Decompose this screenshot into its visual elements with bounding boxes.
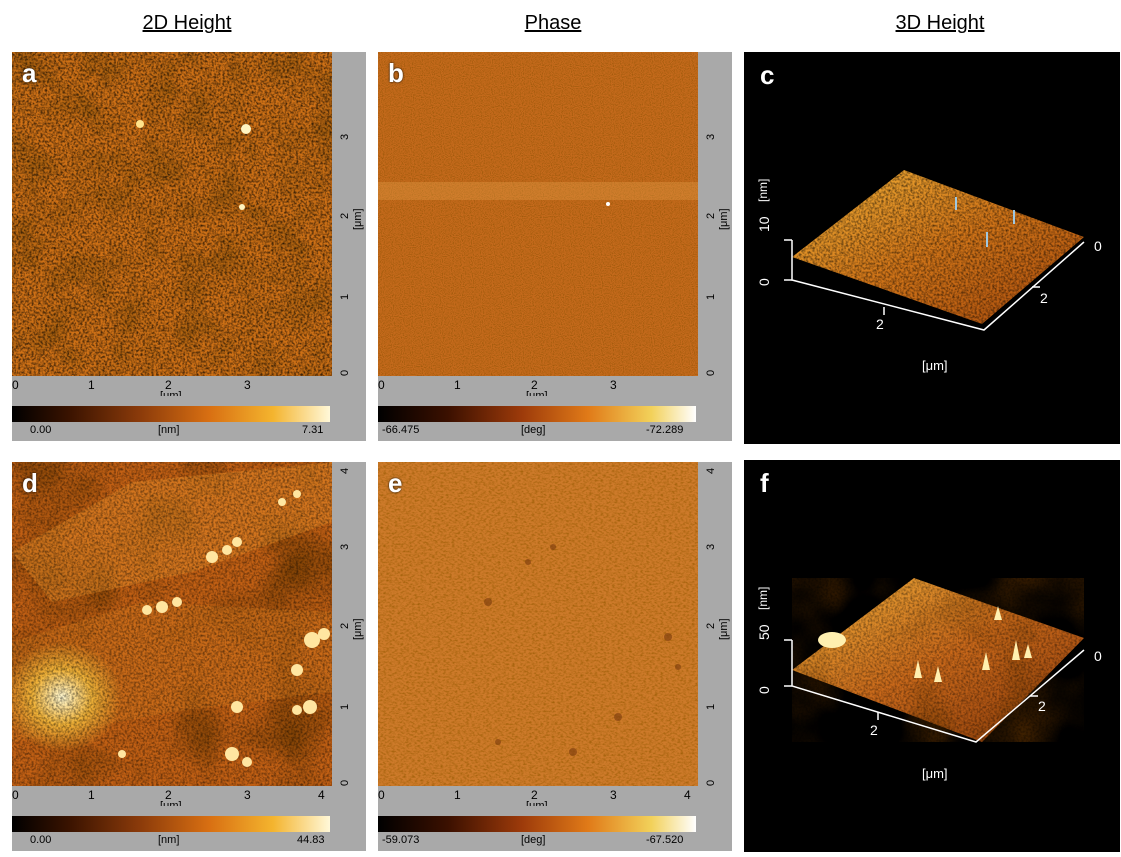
x-tick-b-2: 2	[531, 378, 538, 392]
x-tick-a-0: 0	[12, 378, 19, 392]
x-tick-e-2: 2	[531, 788, 538, 802]
y-tick-a-2: 2	[339, 212, 351, 219]
colorbar-max-a: 7.31	[302, 424, 324, 436]
y-axis-bar-a	[332, 52, 366, 376]
panel-c: c 10 0 [nm] 2 0 2 [μm]	[744, 52, 1120, 444]
panel-label-f: f	[760, 468, 769, 498]
x-axis-bar-e	[378, 786, 732, 806]
y-tick-e-1: 1	[705, 703, 717, 710]
z-tick-c-0: 0	[756, 278, 772, 286]
y-tick-d-3: 3	[339, 543, 351, 550]
afm-height-image-a	[12, 52, 332, 376]
colorbar-b: -66.475 [deg] -72.289	[378, 396, 732, 441]
y-tick-e-4: 4	[705, 467, 717, 474]
colorbar-e: -59.073 [deg] -67.520	[378, 806, 732, 851]
unit-c: [μm]	[922, 358, 948, 373]
y-unit-a: [μm]	[352, 208, 364, 230]
colorbar-min-e: -59.073	[382, 834, 420, 846]
z-tick-f-0: 0	[756, 686, 772, 694]
panel-label-d: d	[22, 468, 38, 498]
colorbar-max-d: 44.83	[297, 834, 325, 846]
colorbar-max-e: -67.520	[646, 834, 684, 846]
y-tick-c-2: 2	[1040, 290, 1048, 306]
x-tick-d-2: 2	[165, 788, 172, 802]
y-tick-b-0: 0	[705, 369, 717, 376]
colorbar-min-a: 0.00	[30, 424, 52, 436]
x-tick-b-1: 1	[454, 378, 461, 392]
y-tick-a-1: 1	[339, 293, 351, 300]
y-tick-e-0: 0	[705, 779, 717, 786]
y-axis-bar-e	[698, 462, 732, 786]
panel-label-b: b	[388, 58, 404, 88]
panel-label-a: a	[22, 58, 37, 88]
z-label-f: [nm]	[756, 586, 770, 610]
x-tick-d-0: 0	[12, 788, 19, 802]
x-tick-d-4: 4	[318, 788, 325, 802]
colorbar-max-b: -72.289	[646, 424, 684, 436]
y-tick-f-0: 0	[1094, 648, 1102, 664]
panel-f: f 50 0 [nm] 2 0 2 [μm]	[744, 460, 1120, 852]
x-tick-e-0: 0	[378, 788, 385, 802]
x-tick-c-2: 2	[876, 316, 884, 332]
x-axis-bar-b	[378, 376, 732, 396]
x-tick-e-3: 3	[610, 788, 617, 802]
y-axis-bar-d	[332, 462, 366, 786]
colorbar-min-d: 0.00	[30, 834, 52, 846]
x-tick-d-3: 3	[244, 788, 251, 802]
z-label-c: [nm]	[756, 178, 770, 202]
x-axis-bar-d	[12, 786, 366, 806]
z-tick-f-50: 50	[756, 624, 772, 640]
x-tick-a-1: 1	[88, 378, 95, 392]
y-tick-b-1: 1	[705, 293, 717, 300]
panel-label-c: c	[760, 60, 775, 90]
x-tick-a-3: 3	[244, 378, 251, 392]
colorbar-a: 0.00 [nm] 7.31	[12, 396, 366, 441]
y-tick-a-3: 3	[339, 133, 351, 140]
y-unit-b: [μm]	[718, 208, 730, 230]
y-axis-bar-b	[698, 52, 732, 376]
x-tick-e-4: 4	[684, 788, 691, 802]
y-tick-f-2: 2	[1038, 698, 1046, 714]
title-3d-height: 3D Height	[895, 12, 985, 34]
colorbar-unit-a: [nm]	[158, 424, 180, 436]
colorbar-unit-b: [deg]	[521, 424, 546, 436]
colorbar-unit-e: [deg]	[521, 834, 546, 846]
colorbar-gradient-a	[12, 406, 330, 422]
afm-height-image-d	[12, 462, 332, 786]
y-tick-a-0: 0	[339, 369, 351, 376]
y-tick-e-2: 2	[705, 622, 717, 629]
afm-3d-surface-c	[784, 170, 1085, 331]
colorbar-d: 0.00 [nm] 44.83	[12, 806, 366, 851]
title-phase: Phase	[524, 12, 582, 34]
y-tick-d-1: 1	[339, 703, 351, 710]
afm-phase-image-b	[378, 52, 698, 376]
y-tick-c-0: 0	[1094, 238, 1102, 254]
colorbar-unit-d: [nm]	[158, 834, 180, 846]
y-unit-e: [μm]	[718, 618, 730, 640]
colorbar-gradient-e	[378, 816, 696, 832]
y-tick-d-4: 4	[339, 467, 351, 474]
afm-3d-surface-f	[784, 578, 1085, 743]
x-tick-e-1: 1	[454, 788, 461, 802]
x-tick-b-3: 3	[610, 378, 617, 392]
y-tick-e-3: 3	[705, 543, 717, 550]
x-axis-bar-a	[12, 376, 366, 396]
y-tick-b-3: 3	[705, 133, 717, 140]
x-tick-b-0: 0	[378, 378, 385, 392]
y-tick-d-2: 2	[339, 622, 351, 629]
afm-phase-image-e	[378, 462, 698, 786]
panel-label-e: e	[388, 468, 403, 498]
y-unit-d: [μm]	[352, 618, 364, 640]
colorbar-min-b: -66.475	[382, 424, 420, 436]
y-tick-b-2: 2	[705, 212, 717, 219]
colorbar-gradient-b	[378, 406, 696, 422]
colorbar-gradient-d	[12, 816, 330, 832]
y-tick-d-0: 0	[339, 779, 351, 786]
x-tick-d-1: 1	[88, 788, 95, 802]
z-tick-c-10: 10	[756, 216, 772, 232]
x-tick-f-2: 2	[870, 722, 878, 738]
unit-f: [μm]	[922, 766, 948, 781]
x-tick-a-2: 2	[165, 378, 172, 392]
title-2d-height: 2D Height	[142, 12, 232, 34]
